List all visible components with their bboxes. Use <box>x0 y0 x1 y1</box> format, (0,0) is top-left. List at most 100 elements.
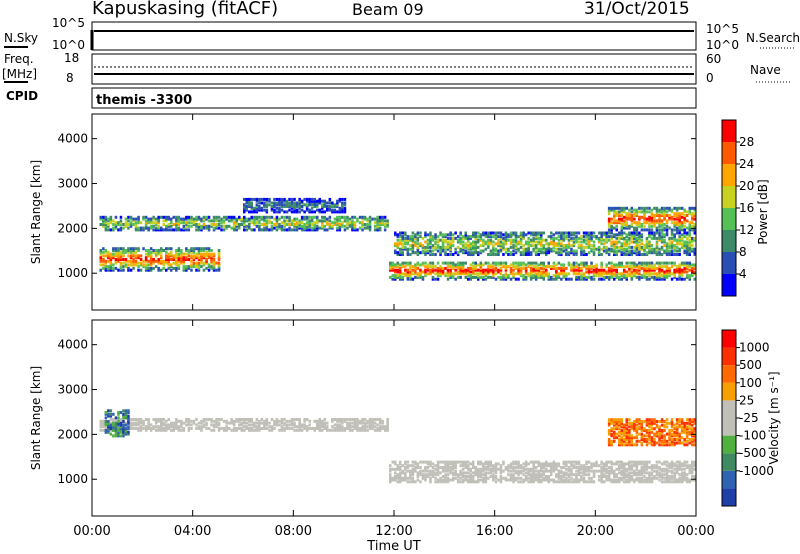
scatter-cell <box>373 418 377 421</box>
scatter-cell <box>353 215 357 219</box>
scatter-cell <box>109 252 113 256</box>
scatter-cell <box>517 268 520 272</box>
scatter-cell <box>610 224 613 228</box>
scatter-cell <box>200 217 203 221</box>
scatter-cell <box>275 221 279 225</box>
scatter-cell <box>149 247 153 251</box>
scatter-cell <box>643 429 646 432</box>
scatter-cell <box>623 268 626 272</box>
scatter-cell <box>514 245 518 249</box>
scatter-cell <box>167 223 170 226</box>
scatter-cell <box>464 476 467 480</box>
scatter-cell <box>683 251 686 255</box>
noise-right-tick-bottom: 10^0 <box>706 38 739 52</box>
scatter-cell <box>144 259 148 263</box>
scatter-cell <box>550 466 553 469</box>
scatter-cell <box>610 467 613 471</box>
scatter-cell <box>499 476 503 480</box>
scatter-cell <box>628 473 631 477</box>
scatter-cell <box>648 274 651 278</box>
scatter-cell <box>691 475 694 478</box>
scatter-cell <box>638 261 641 265</box>
scatter-cell <box>305 226 309 230</box>
scatter-cell <box>517 263 520 267</box>
scatter-cell <box>615 219 618 223</box>
scatter-cell <box>119 258 123 261</box>
scatter-cell <box>670 221 674 225</box>
scatter-cell <box>618 467 621 471</box>
scatter-cell <box>419 466 422 469</box>
scatter-cell <box>175 226 178 230</box>
scatter-cell <box>293 217 296 221</box>
scatter-cell <box>107 265 110 269</box>
scatter-cell <box>472 464 475 468</box>
scatter-cell <box>467 244 470 248</box>
scatter-cell <box>680 212 684 216</box>
scatter-cell <box>137 268 140 272</box>
scatter-cell <box>331 425 334 429</box>
scatter-cell <box>597 272 601 276</box>
scatter-cell <box>182 428 186 432</box>
scatter-cell <box>431 235 435 239</box>
scatter-cell <box>693 462 696 466</box>
scatter-cell <box>645 206 649 210</box>
scatter-cell <box>509 268 513 272</box>
scatter-cell <box>560 238 563 242</box>
scatter-cell <box>429 233 432 237</box>
scatter-cell <box>446 473 450 477</box>
scatter-cell <box>607 423 611 427</box>
scatter-cell <box>527 261 530 265</box>
scatter-cell <box>346 223 349 226</box>
scatter-cell <box>550 265 553 269</box>
scatter-cell <box>172 228 175 232</box>
scatter-cell <box>285 201 289 205</box>
scatter-cell <box>258 201 261 205</box>
scatter-cell <box>323 215 326 219</box>
scatter-cell <box>683 219 686 223</box>
scatter-cell <box>399 263 402 267</box>
scatter-cell <box>645 221 649 225</box>
scatter-cell <box>504 265 508 269</box>
scatter-cell <box>424 272 427 276</box>
scatter-cell <box>165 261 168 265</box>
scatter-cell <box>467 240 470 244</box>
scatter-cell <box>685 261 689 265</box>
scatter-cell <box>479 263 483 267</box>
scatter-cell <box>446 274 450 278</box>
scatter-cell <box>139 427 143 430</box>
scatter-cell <box>429 231 432 235</box>
scatter-cell <box>620 418 623 422</box>
scatter-cell <box>522 467 525 471</box>
scatter-cell <box>404 471 407 475</box>
scatter-cell <box>167 215 170 219</box>
scatter-cell <box>336 419 339 423</box>
scatter-cell <box>477 467 480 471</box>
scatter-cell <box>688 274 691 278</box>
scatter-cell <box>275 197 279 201</box>
scatter-cell <box>607 217 611 221</box>
scatter-cell <box>200 428 203 432</box>
scatter-cell <box>411 236 415 240</box>
scatter-cell <box>109 418 113 421</box>
scatter-cell <box>323 219 326 223</box>
scatter-cell <box>283 205 286 208</box>
scatter-cell <box>499 231 503 235</box>
scatter-cell <box>381 217 384 221</box>
scatter-cell <box>300 201 304 205</box>
scatter-cell <box>635 245 639 249</box>
scatter-cell <box>200 247 203 251</box>
scatter-cell <box>675 270 679 274</box>
scatter-cell <box>565 467 568 471</box>
scatter-cell <box>628 214 631 217</box>
scatter-cell <box>371 427 374 430</box>
scatter-cell <box>683 460 686 464</box>
scatter-cell <box>545 272 548 276</box>
scatter-cell <box>268 215 271 219</box>
scatter-cell <box>273 197 276 201</box>
scatter-cell <box>348 223 352 226</box>
scatter-cell <box>610 441 613 445</box>
scatter-cell <box>195 423 198 427</box>
scatter-cell <box>127 215 130 219</box>
scatter-cell <box>585 263 588 267</box>
